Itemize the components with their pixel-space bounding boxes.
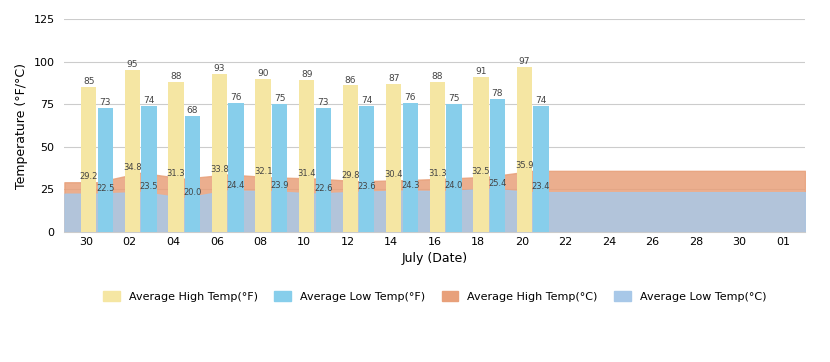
Text: 29.2: 29.2 (80, 172, 98, 181)
Text: 34.8: 34.8 (123, 163, 142, 172)
Text: 30.4: 30.4 (384, 171, 403, 179)
Text: 74: 74 (361, 96, 373, 105)
Text: 25.4: 25.4 (488, 179, 506, 188)
Bar (124, 70, 140, 232)
Text: 23.5: 23.5 (139, 182, 159, 191)
Text: 23.9: 23.9 (271, 181, 289, 190)
Bar (299, 80, 315, 232)
Text: 91: 91 (475, 67, 486, 76)
Bar (386, 84, 402, 232)
Bar (256, 79, 271, 232)
Text: 33.8: 33.8 (210, 165, 229, 173)
Text: 93: 93 (214, 64, 225, 73)
Text: 74: 74 (144, 96, 154, 105)
Text: 31.3: 31.3 (167, 169, 185, 178)
Text: 29.8: 29.8 (341, 171, 359, 180)
Bar (81, 87, 96, 232)
Text: 86: 86 (344, 76, 356, 85)
Text: 23.4: 23.4 (532, 182, 550, 191)
Text: 75: 75 (274, 94, 286, 104)
Bar (98, 108, 113, 232)
Bar (517, 67, 532, 232)
Text: 24.4: 24.4 (227, 181, 245, 190)
Text: 87: 87 (388, 74, 399, 83)
Bar (168, 82, 183, 232)
Text: 89: 89 (301, 71, 312, 80)
Text: 95: 95 (127, 60, 138, 69)
Bar (490, 99, 505, 232)
Text: 97: 97 (519, 57, 530, 66)
Text: 22.6: 22.6 (314, 184, 333, 193)
Text: 90: 90 (257, 69, 269, 78)
Bar (212, 73, 227, 232)
Bar (473, 77, 489, 232)
Text: 73: 73 (100, 98, 111, 107)
Text: 24.3: 24.3 (401, 181, 419, 190)
Bar (534, 106, 549, 232)
Bar (403, 102, 418, 232)
Bar (430, 82, 445, 232)
Text: 76: 76 (404, 93, 416, 102)
Text: 35.9: 35.9 (515, 161, 534, 170)
Text: 74: 74 (535, 96, 547, 105)
Text: 32.5: 32.5 (471, 167, 491, 176)
Text: 73: 73 (317, 98, 329, 107)
Bar (272, 104, 287, 232)
X-axis label: July (Date): July (Date) (402, 252, 468, 265)
Bar (447, 104, 461, 232)
Text: 75: 75 (448, 94, 460, 104)
Bar (315, 108, 331, 232)
Y-axis label: Temperature (°F/°C): Temperature (°F/°C) (15, 63, 28, 189)
Text: 78: 78 (491, 89, 503, 98)
Text: 20.0: 20.0 (183, 188, 202, 197)
Text: 31.3: 31.3 (428, 169, 447, 178)
Text: 24.0: 24.0 (445, 181, 463, 190)
Text: 88: 88 (170, 72, 182, 81)
Bar (343, 85, 358, 232)
Text: 68: 68 (187, 106, 198, 115)
Text: 22.5: 22.5 (96, 184, 115, 193)
Bar (141, 106, 157, 232)
Bar (185, 116, 200, 232)
Text: 88: 88 (432, 72, 443, 81)
Text: 32.1: 32.1 (254, 168, 272, 176)
Text: 31.4: 31.4 (297, 169, 316, 178)
Text: 23.6: 23.6 (358, 182, 376, 191)
Legend: Average High Temp(°F), Average Low Temp(°F), Average High Temp(°C), Average Low : Average High Temp(°F), Average Low Temp(… (103, 291, 766, 302)
Bar (228, 102, 244, 232)
Text: 76: 76 (230, 93, 242, 102)
Bar (359, 106, 374, 232)
Text: 85: 85 (83, 77, 95, 86)
